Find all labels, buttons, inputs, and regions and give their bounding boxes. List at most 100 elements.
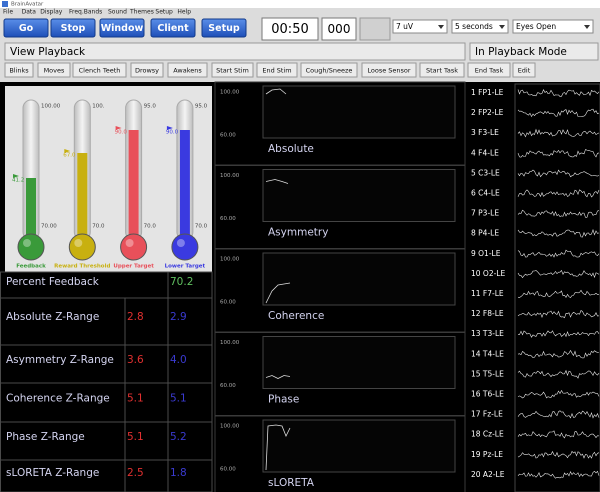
toolbar-button[interactable] (50, 18, 96, 38)
thermometer-fill (77, 153, 88, 240)
channel-label: 14 T4-LE (471, 349, 504, 358)
event-button[interactable] (167, 62, 208, 78)
metric-row (0, 459, 213, 492)
graph-trace (265, 424, 291, 471)
channel-label: 19 Pz-LE (471, 450, 503, 459)
menu-item[interactable]: File (3, 9, 13, 16)
channel-label: 4 F4-LE (471, 148, 499, 157)
bulb-highlight (23, 239, 31, 247)
eeg-trace (517, 88, 600, 97)
toolbar-button-label: Go (19, 23, 34, 34)
event-button-label: Drowsy (135, 67, 159, 75)
thermometer-bulb (17, 233, 45, 261)
menu-item[interactable]: Data (22, 9, 37, 16)
menu-item[interactable]: Setup (155, 9, 173, 16)
thermometer-bulb (68, 233, 96, 261)
channel-label: 13 T3-LE (471, 329, 504, 338)
graph-label: Absolute (268, 143, 314, 155)
channel-label: 20 A2-LE (471, 470, 505, 479)
channel-label: 18 Cz-LE (471, 430, 504, 439)
toolbar-button[interactable] (201, 18, 247, 38)
channel-label: 9 O1-LE (471, 249, 501, 258)
eeg-trace (517, 430, 600, 439)
channel-label: 16 T6-LE (471, 390, 504, 399)
event-button[interactable] (467, 62, 511, 78)
dropdown[interactable] (512, 19, 594, 34)
thermometer-fill (179, 130, 190, 240)
thermometer-fill (26, 178, 36, 240)
toolbar-button[interactable] (99, 18, 145, 38)
eeg-trace (517, 169, 600, 178)
dropdown[interactable] (392, 19, 448, 34)
metric-value: 2.8 (127, 311, 144, 323)
channel-label: 2 FP2-LE (471, 108, 504, 117)
counter: 000 (328, 22, 351, 36)
graph-label: Phase (268, 394, 299, 406)
channel-label: 11 F7-LE (471, 289, 504, 298)
graph-label: Asymmetry (268, 227, 328, 239)
event-button[interactable] (419, 62, 465, 78)
channel-label: 1 FP1-LE (471, 88, 504, 97)
metric-value: 5.2 (170, 431, 187, 443)
dropdown-value: 5 seconds (455, 22, 493, 31)
eeg-trace (517, 249, 600, 258)
thermometer-bulb (171, 233, 199, 261)
toolbar-button[interactable] (3, 18, 49, 38)
channel-label: 5 C3-LE (471, 168, 500, 177)
toolbar-button[interactable] (150, 18, 196, 38)
graph-ymin: 60.00 (220, 300, 236, 306)
event-button[interactable] (256, 62, 298, 78)
metric-value: 2.5 (127, 467, 144, 479)
status-panel (4, 42, 466, 61)
eeg-trace (517, 369, 600, 379)
event-button-label: Loose Sensor (367, 67, 411, 75)
metric-value: 70.2 (170, 276, 193, 288)
event-button[interactable] (130, 62, 164, 78)
eeg-trace (517, 108, 600, 118)
thermometer-top: 100. (92, 104, 104, 110)
event-button[interactable] (300, 62, 358, 78)
graph-ymin: 60.00 (220, 383, 236, 389)
event-button[interactable] (512, 62, 536, 78)
event-button[interactable] (72, 62, 127, 78)
metric-label: sLORETA Z-Range (6, 467, 99, 479)
thermometer-label: Reward Threshold (54, 264, 110, 270)
status-panel (469, 42, 599, 61)
thermometer-top: 100.00 (41, 104, 61, 110)
toolbar-button-label: Window (101, 23, 144, 34)
target-flag (115, 126, 122, 130)
graph-label: Coherence (268, 310, 324, 322)
graph-trace (265, 282, 291, 304)
channel-label: 6 C4-LE (471, 189, 500, 198)
event-button[interactable] (4, 62, 34, 78)
graph-plot (262, 85, 456, 139)
metric-value: 1.8 (170, 467, 187, 479)
thermometer-marker: 90.0 (166, 130, 179, 136)
event-button-label: End Task (475, 67, 504, 75)
event-button[interactable] (37, 62, 71, 78)
menu-item[interactable]: Help (177, 9, 191, 16)
eeg-trace (517, 470, 600, 479)
dropdown[interactable] (451, 19, 509, 34)
metric-label: Percent Feedback (6, 276, 100, 288)
graph-ymax: 100.00 (220, 257, 240, 263)
metric-value: 2.9 (170, 311, 187, 323)
bulb-highlight (74, 239, 83, 247)
menu-item[interactable]: Freq.Bands (69, 9, 102, 16)
eeg-trace (518, 330, 600, 338)
channel-label: 7 P3-LE (471, 209, 499, 218)
menu-item[interactable]: Sound (108, 9, 127, 16)
event-button-label: Start Stim (216, 67, 249, 75)
menu-item[interactable]: Display (40, 9, 63, 16)
eeg-trace (517, 228, 600, 238)
window-title: BrainAvatar (11, 2, 44, 8)
dropdown-value: 7 uV (396, 22, 414, 31)
event-button[interactable] (361, 62, 417, 78)
event-button-label: Edit (518, 67, 531, 75)
menu-item[interactable]: Themes (129, 9, 154, 16)
graph-plot (262, 336, 456, 389)
event-button[interactable] (211, 62, 254, 78)
bulb-highlight (176, 239, 185, 247)
